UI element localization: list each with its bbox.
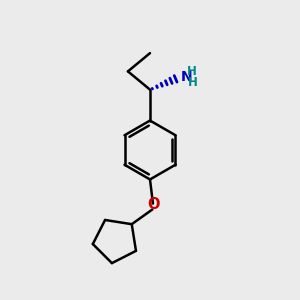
Text: N: N xyxy=(181,70,193,84)
Text: H: H xyxy=(188,76,198,89)
Text: O: O xyxy=(147,197,160,212)
Text: H: H xyxy=(187,64,197,78)
